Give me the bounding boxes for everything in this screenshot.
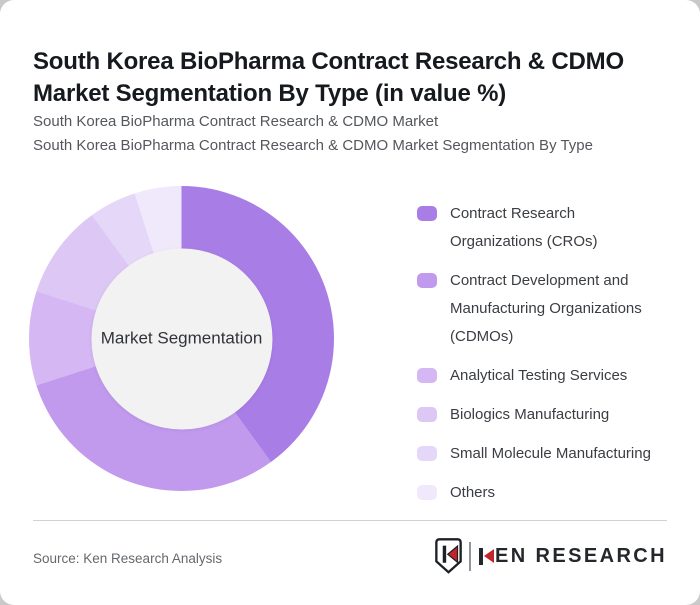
logo-shield-k-icon [435,538,462,574]
legend-swatch [417,273,437,288]
legend-item: Contract Research Organizations (CROs) [417,200,673,256]
logo-wordmark: EN RESEARCH [479,546,667,566]
legend-swatch [417,206,437,221]
logo-separator [469,541,472,571]
chart-subtitle-line2: South Korea BioPharma Contract Research … [33,137,593,154]
legend-item: Others [417,479,673,507]
legend-label: Small Molecule Manufacturing [450,445,651,462]
chart-subtitle-line1: South Korea BioPharma Contract Research … [33,113,439,130]
legend-swatch [417,446,437,461]
chart-title: South Korea BioPharma Contract Research … [33,48,624,108]
donut-chart: Market Segmentation [29,186,334,491]
legend-item: Small Molecule Manufacturing [417,440,673,468]
legend-item: Biologics Manufacturing [417,401,673,429]
legend-label: Biologics Manufacturing [450,406,610,423]
legend-swatch [417,407,437,422]
legend-label: Others [450,484,496,501]
chart-legend: Contract Research Organizations (CROs) Co… [417,200,673,507]
divider [33,520,667,521]
legend-label: Contract Development and Manufacturing O… [450,272,642,345]
legend-swatch [417,368,437,383]
donut-hole: Market Segmentation [91,248,272,429]
source-text: Source: Ken Research Analysis [33,551,223,566]
logo-k-bar [479,547,484,565]
legend-item: Contract Development and Manufacturing O… [417,267,673,351]
donut-center-label: Market Segmentation [100,328,263,348]
ken-research-logo: EN RESEARCH [435,537,667,575]
legend-label: Contract Research Organizations (CROs) [450,205,598,250]
legend-label: Analytical Testing Services [450,367,628,384]
logo-k-red-triangle-icon [484,549,495,563]
logo-brand-rest: EN RESEARCH [495,545,667,567]
legend-swatch [417,485,437,500]
legend-item: Analytical Testing Services [417,362,673,390]
